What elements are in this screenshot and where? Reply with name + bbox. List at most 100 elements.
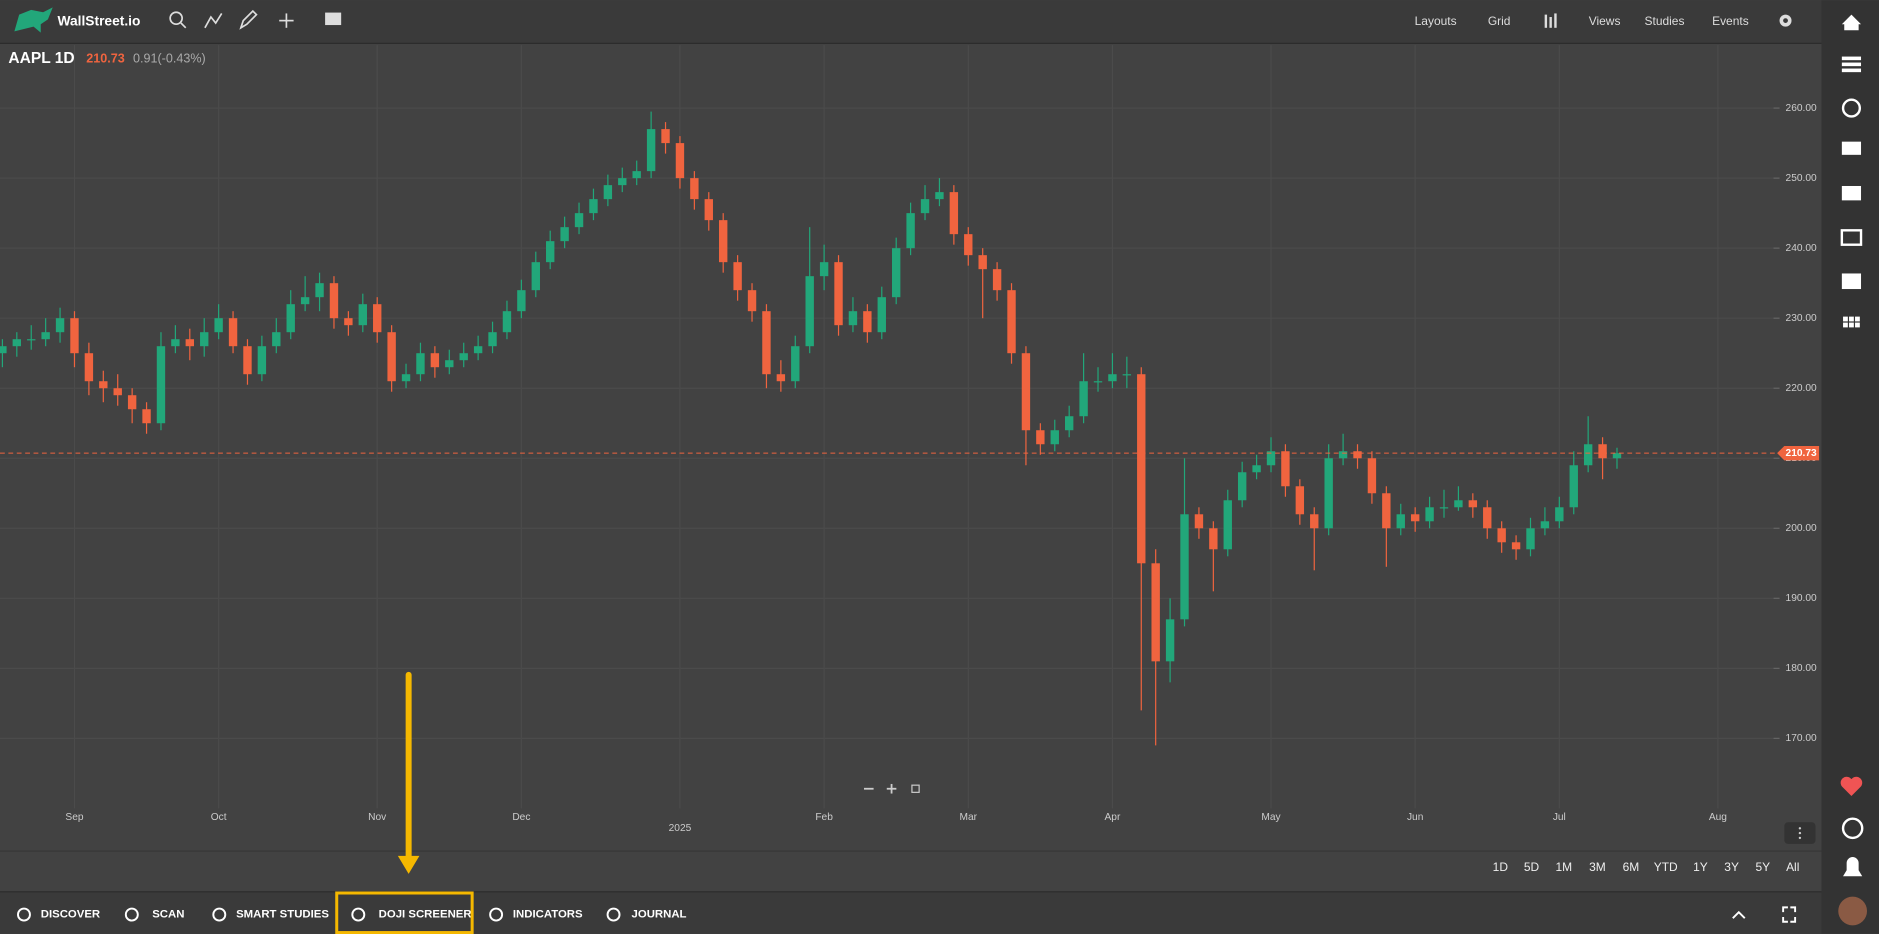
candle-body [1281,451,1290,487]
candle-body [358,304,367,326]
candle-body [1612,453,1622,459]
candle-body [1295,486,1305,515]
candle-body [1209,528,1218,550]
y-tick-label: 190.00 [1786,593,1817,604]
candle-body [1180,514,1189,620]
candle-body [228,318,238,347]
toolbar-icons[interactable] [169,9,342,30]
candle-body [0,346,7,354]
candle-body [992,269,1002,291]
y-tick-label: 240.00 [1786,243,1817,254]
highlight-box [335,891,474,934]
candle-body [1122,374,1132,376]
candle-body [1382,493,1391,529]
price-change: 0.91(-0.43%) [133,51,206,65]
nav-item[interactable]: INDICATORS [513,909,583,921]
candle-body [949,192,959,235]
annotation-arrowhead [397,855,420,874]
y-tick-label: 200.00 [1786,523,1817,534]
candle-body [1151,563,1160,662]
candle-body [416,353,425,375]
zoom-controls[interactable] [864,783,920,794]
candle-body [1511,542,1521,550]
nav-icon[interactable] [212,907,227,922]
bottom-bar [0,891,1822,934]
candle-body [920,199,930,214]
menus: Layouts Grid Views Studies Events [1415,14,1749,28]
candle-body [127,395,137,410]
candle-body [531,262,540,291]
y-tick-label: 260.00 [1786,103,1817,114]
menu-item[interactable]: Grid [1488,14,1511,28]
range-button[interactable]: All [1786,860,1799,874]
nav-item[interactable]: SCAN [152,909,184,921]
menu-item[interactable]: Views [1589,14,1621,28]
last-price-tag [1777,445,1820,461]
candle-body [675,143,685,179]
candle-body [877,297,886,333]
bottom-right-icons[interactable] [1732,906,1797,923]
candle-body [1583,444,1593,466]
nav-item[interactable]: DISCOVER [41,909,100,921]
candle-body [1223,500,1232,550]
nav-icon[interactable] [124,907,139,922]
nav-icon[interactable] [351,907,366,922]
candle-body [618,178,627,186]
range-button[interactable]: 1M [1556,860,1573,874]
candle-body [430,353,440,368]
nav-item[interactable]: JOURNAL [632,909,687,921]
x-tick-label: May [1261,812,1281,823]
sidebar-icons[interactable] [1838,14,1868,926]
toolbar-right-icons[interactable] [1544,13,1792,28]
candle-body [603,185,613,200]
candle-body [1137,374,1146,564]
candle-body [704,199,713,221]
candle-body [1497,528,1506,543]
candle-body [1093,381,1103,383]
symbol-title: AAPL 1D [8,50,74,67]
candle-body [473,346,483,354]
nav-icon[interactable] [489,907,504,922]
candle-body [1526,528,1535,550]
range-button[interactable]: 5D [1524,860,1540,874]
candle-body [329,283,339,319]
candle-body [776,374,786,382]
nav-icon[interactable] [17,907,31,922]
y-tick-label: 180.00 [1786,663,1817,674]
candle-body [1598,444,1607,459]
candle-body [834,262,843,326]
range-button[interactable]: 6M [1623,860,1640,874]
candle-body [791,346,800,382]
nav-item[interactable]: DOJI SCREENER [379,909,472,921]
nav-item[interactable]: SMART STUDIES [236,909,329,921]
candle-body [1468,500,1478,508]
menu-item[interactable]: Studies [1645,14,1685,28]
range-button[interactable]: YTD [1654,860,1678,874]
range-button[interactable]: 3Y [1724,860,1739,874]
range-button[interactable]: 1D [1493,860,1509,874]
candle-body [733,262,742,291]
menu-item[interactable]: Events [1712,14,1749,28]
candle-body [185,339,194,347]
candle-body [978,255,987,270]
x-tick-label: Oct [211,812,227,823]
top-bar [0,0,1822,44]
candle-body [142,409,151,424]
logo-icon[interactable] [14,7,53,33]
range-button[interactable]: 5Y [1755,860,1770,874]
candle-body [1194,514,1204,529]
x-tick-label: Nov [368,812,387,823]
x-tick-label: 2025 [669,823,692,834]
range-button[interactable]: 1Y [1693,860,1708,874]
candle-body [445,360,454,368]
candle-body [315,283,324,298]
logo[interactable]: WallStreet.io [58,13,141,28]
menu-item[interactable]: Layouts [1415,14,1457,28]
candle-body [891,248,901,298]
nav-icon[interactable] [606,907,621,922]
candle-body [502,311,512,333]
candle-body [906,213,915,249]
candle-body [1079,381,1088,417]
x-tick-label: Jul [1553,812,1566,823]
range-button[interactable]: 3M [1589,860,1606,874]
